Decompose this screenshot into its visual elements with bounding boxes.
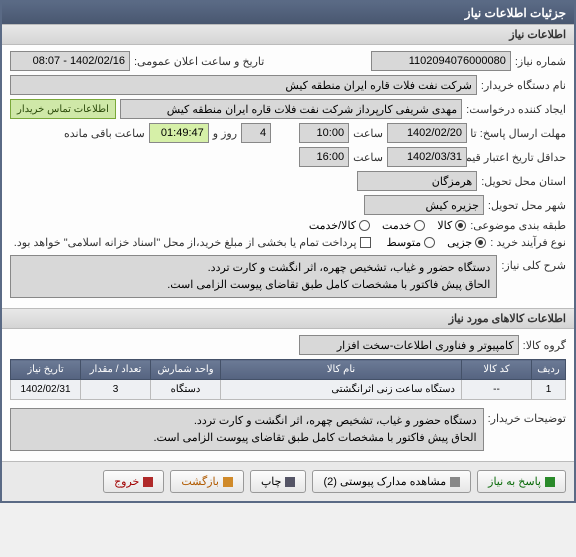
field-days: 4 xyxy=(241,123,271,143)
radio-dot-icon xyxy=(359,220,370,231)
label-time2: ساعت xyxy=(353,151,383,164)
section-need-info-header: اطلاعات نیاز xyxy=(2,24,574,45)
radio-cat-both[interactable]: کالا/خدمت xyxy=(309,219,370,232)
button-bar: پاسخ به نیاز مشاهده مدارک پیوستی (2) چاپ… xyxy=(2,461,574,501)
window-titlebar: جزئیات اطلاعات نیاز xyxy=(2,2,574,24)
field-announce: 1402/02/16 - 08:07 xyxy=(10,51,130,71)
checkbox-icon xyxy=(360,237,371,248)
table-header-row: ردیف کد کالا نام کالا واحد شمارش تعداد /… xyxy=(11,360,566,380)
label-time1: ساعت xyxy=(353,127,383,140)
label-process: نوع فرآیند خرید : xyxy=(490,236,566,249)
respond-button-label: پاسخ به نیاز xyxy=(488,475,541,488)
field-group: کامپیوتر و فناوری اطلاعات-سخت افزار xyxy=(299,335,519,355)
print-button-label: چاپ xyxy=(261,475,282,488)
back-button-label: بازگشت xyxy=(181,475,219,488)
field-city: جزیره کیش xyxy=(364,195,484,215)
field-credit-date: 1402/03/31 xyxy=(387,147,467,167)
label-remaining: ساعت باقی مانده xyxy=(64,127,145,140)
th-row: ردیف xyxy=(532,360,566,380)
notes-line1: دستگاه حضور و غیاب، تشخیص چهره، اثر انگش… xyxy=(17,413,477,430)
desc-line1: دستگاه حضور و غیاب، تشخیص چهره، اثر انگش… xyxy=(17,260,490,277)
label-group: گروه کالا: xyxy=(523,339,566,352)
attachment-icon xyxy=(450,477,460,487)
back-button[interactable]: بازگشت xyxy=(170,470,244,493)
label-need-no: شماره نیاز: xyxy=(515,55,566,68)
notes-line2: الحاق پیش فاکتور با مشخصات کامل طبق تقاض… xyxy=(17,430,477,447)
radio-dot-icon xyxy=(455,220,466,231)
field-need-no: 1102094076000080 xyxy=(371,51,511,71)
label-day-and: روز و xyxy=(213,127,237,140)
checkbox-treasury[interactable]: پرداخت تمام یا بخشی از مبلغ خرید،از محل … xyxy=(14,236,371,249)
field-buyer-name: شرکت نفت فلات قاره ایران منطقه کیش xyxy=(10,75,477,95)
label-buyer-notes: توضیحات خریدار: xyxy=(488,408,566,425)
radio-proc-minor-label: جزیی xyxy=(447,236,472,249)
radio-proc-minor[interactable]: جزیی xyxy=(447,236,486,249)
exit-button[interactable]: خروج xyxy=(103,470,164,493)
desc-line2: الحاق پیش فاکتور با مشخصات کامل طبق تقاض… xyxy=(17,277,490,294)
radio-cat-service[interactable]: خدمت xyxy=(382,219,425,232)
items-table: ردیف کد کالا نام کالا واحد شمارش تعداد /… xyxy=(10,359,566,400)
th-unit: واحد شمارش xyxy=(151,360,221,380)
td-date: 1402/02/31 xyxy=(11,380,81,400)
field-province: هرمزگان xyxy=(357,171,477,191)
td-name: دستگاه ساعت زنی اثرانگشتی xyxy=(221,380,462,400)
window: جزئیات اطلاعات نیاز اطلاعات نیاز شماره ن… xyxy=(0,0,576,503)
td-row: 1 xyxy=(532,380,566,400)
field-countdown: 01:49:47 xyxy=(149,123,209,143)
radio-dot-icon xyxy=(424,237,435,248)
th-date: تاریخ نیاز xyxy=(11,360,81,380)
respond-button[interactable]: پاسخ به نیاز xyxy=(477,470,566,493)
label-send-deadline: مهلت ارسال پاسخ: تا تاریخ: xyxy=(471,127,566,140)
td-code: -- xyxy=(462,380,532,400)
field-send-time: 10:00 xyxy=(299,123,349,143)
section-items-header: اطلاعات کالاهای مورد نیاز xyxy=(2,308,574,329)
radio-cat-both-label: کالا/خدمت xyxy=(309,219,356,232)
respond-icon xyxy=(545,477,555,487)
label-category: طبقه بندی موضوعی: xyxy=(470,219,566,232)
exit-icon xyxy=(143,477,153,487)
print-icon xyxy=(285,477,295,487)
table-row[interactable]: 1 -- دستگاه ساعت زنی اثرانگشتی دستگاه 3 … xyxy=(11,380,566,400)
radio-dot-icon xyxy=(414,220,425,231)
th-code: کد کالا xyxy=(462,360,532,380)
attachments-button[interactable]: مشاهده مدارک پیوستی (2) xyxy=(312,470,471,493)
print-button[interactable]: چاپ xyxy=(250,470,307,493)
label-city: شهر محل تحویل: xyxy=(488,199,566,212)
label-credit-deadline: حداقل تاریخ اعتبار قیمت: تا تاریخ: xyxy=(471,151,566,164)
th-name: نام کالا xyxy=(221,360,462,380)
th-qty: تعداد / مقدار xyxy=(81,360,151,380)
form-items: گروه کالا: کامپیوتر و فناوری اطلاعات-سخت… xyxy=(2,329,574,461)
td-qty: 3 xyxy=(81,380,151,400)
label-location: استان محل تحویل: xyxy=(481,175,566,188)
td-unit: دستگاه xyxy=(151,380,221,400)
radio-cat-goods-label: کالا xyxy=(437,219,452,232)
label-requester: ایجاد کننده درخواست: xyxy=(466,103,566,116)
field-send-date: 1402/02/20 xyxy=(387,123,467,143)
radio-cat-goods[interactable]: کالا xyxy=(437,219,466,232)
back-icon xyxy=(223,477,233,487)
contact-info-tag[interactable]: اطلاعات تماس خریدار xyxy=(10,99,116,119)
exit-button-label: خروج xyxy=(114,475,139,488)
attachments-button-label: مشاهده مدارک پیوستی (2) xyxy=(323,475,446,488)
label-buyer-name: نام دستگاه خریدار: xyxy=(481,79,566,92)
radio-proc-medium-label: متوسط xyxy=(387,236,422,249)
field-buyer-notes: دستگاه حضور و غیاب، تشخیص چهره، اثر انگش… xyxy=(10,408,484,451)
radio-proc-medium[interactable]: متوسط xyxy=(387,236,436,249)
label-desc-title: شرح کلی نیاز: xyxy=(501,255,566,272)
field-description: دستگاه حضور و غیاب، تشخیص چهره، اثر انگش… xyxy=(10,255,497,298)
field-credit-time: 16:00 xyxy=(299,147,349,167)
field-requester: مهدی شریفی کارپرداز شرکت نفت فلات قاره ا… xyxy=(120,99,462,119)
form-need-info: شماره نیاز: 1102094076000080 تاریخ و ساع… xyxy=(2,45,574,308)
label-announce: تاریخ و ساعت اعلان عمومی: xyxy=(134,55,264,68)
radio-cat-service-label: خدمت xyxy=(382,219,411,232)
checkbox-treasury-label: پرداخت تمام یا بخشی از مبلغ خرید،از محل … xyxy=(14,236,357,249)
radio-dot-icon xyxy=(475,237,486,248)
